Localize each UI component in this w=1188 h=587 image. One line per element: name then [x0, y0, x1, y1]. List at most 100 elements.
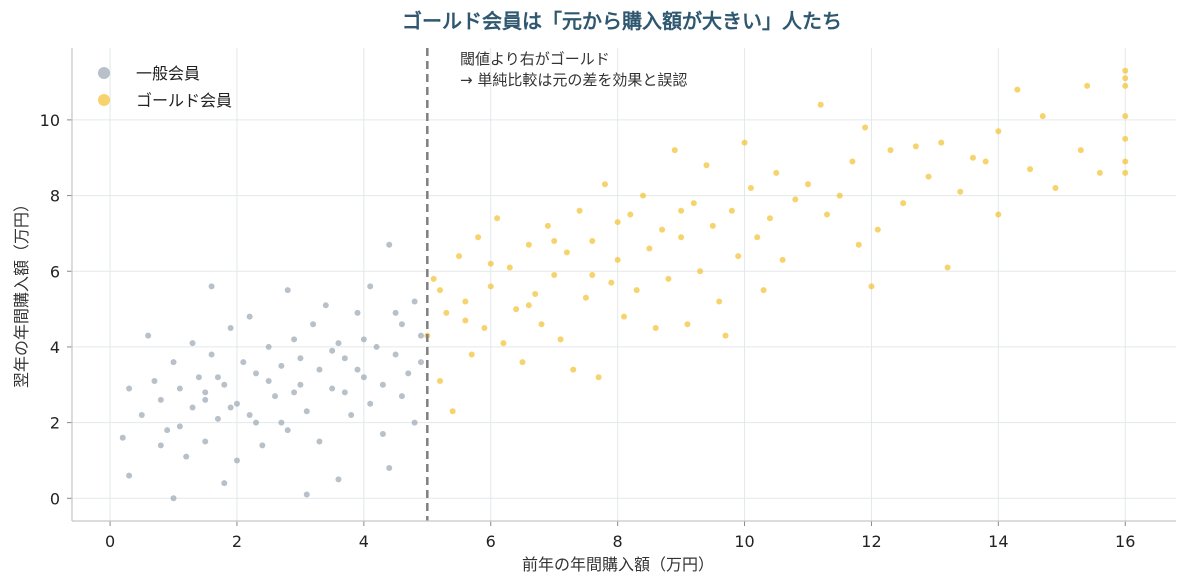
data-point-series-1	[1096, 169, 1103, 176]
data-point-series-1	[678, 234, 685, 241]
data-point-series-0	[335, 476, 342, 483]
data-point-series-1	[792, 196, 799, 203]
data-point-series-0	[297, 355, 304, 362]
data-point-series-0	[392, 309, 399, 316]
data-point-series-0	[164, 427, 171, 434]
data-point-series-0	[157, 396, 164, 403]
x-tick-label: 6	[486, 532, 496, 551]
data-point-series-1	[938, 139, 945, 146]
data-point-series-1	[709, 222, 716, 229]
data-point-series-0	[126, 472, 133, 479]
x-tick-label: 8	[613, 532, 623, 551]
data-point-series-0	[291, 389, 298, 396]
data-point-series-1	[1122, 158, 1129, 165]
data-point-series-0	[354, 366, 361, 373]
data-point-series-0	[386, 465, 393, 472]
data-point-series-0	[214, 415, 221, 422]
data-point-series-1	[608, 279, 615, 286]
data-point-series-1	[500, 340, 507, 347]
data-point-series-0	[398, 393, 405, 400]
data-point-series-0	[208, 283, 215, 290]
y-tick-label: 6	[50, 262, 60, 281]
data-point-series-1	[532, 290, 539, 297]
data-point-series-0	[392, 351, 399, 358]
annotation-line-1: 閾値より右がゴールド	[460, 50, 610, 68]
data-point-series-1	[640, 192, 647, 199]
data-point-series-1	[969, 154, 976, 161]
data-point-series-1	[601, 181, 608, 188]
data-point-series-1	[443, 309, 450, 316]
data-point-series-0	[322, 302, 329, 309]
data-point-series-1	[468, 351, 475, 358]
data-point-series-0	[354, 309, 361, 316]
data-point-series-1	[525, 302, 532, 309]
data-point-series-1	[589, 272, 596, 279]
data-point-series-1	[627, 211, 634, 218]
x-tick-label: 16	[1115, 532, 1135, 551]
y-axis-label: 翌年の年間購入額（万円）	[12, 196, 31, 388]
data-point-series-0	[386, 241, 393, 248]
data-point-series-1	[716, 298, 723, 305]
data-point-series-0	[303, 491, 310, 498]
data-point-series-0	[278, 419, 285, 426]
data-point-series-0	[348, 412, 355, 419]
data-point-series-1	[1052, 185, 1059, 192]
legend-marker-0	[98, 67, 110, 79]
y-tick-label: 0	[50, 489, 60, 508]
data-point-series-1	[805, 181, 811, 188]
data-point-series-1	[824, 211, 831, 218]
data-point-series-0	[341, 389, 348, 396]
data-point-series-1	[735, 253, 742, 260]
data-points	[119, 67, 1129, 502]
data-point-series-1	[836, 192, 843, 199]
data-point-series-1	[456, 253, 463, 260]
data-point-series-1	[1122, 67, 1129, 74]
data-point-series-0	[189, 340, 196, 347]
data-point-series-0	[233, 400, 240, 407]
x-tick-label: 12	[861, 532, 881, 551]
data-point-series-1	[462, 317, 469, 324]
data-point-series-1	[595, 374, 602, 381]
data-point-series-0	[329, 385, 336, 392]
y-tick-label: 2	[50, 414, 60, 433]
data-point-series-0	[170, 495, 177, 502]
data-point-series-1	[1122, 169, 1129, 176]
data-point-series-0	[233, 457, 240, 464]
data-point-series-1	[754, 234, 761, 241]
data-point-series-0	[119, 434, 126, 441]
data-point-series-1	[779, 256, 786, 263]
data-point-series-0	[259, 442, 266, 449]
data-point-series-0	[367, 400, 374, 407]
data-point-series-0	[360, 336, 367, 343]
data-point-series-1	[1122, 75, 1129, 82]
data-point-series-0	[246, 313, 253, 320]
data-point-series-0	[417, 359, 424, 366]
data-point-series-1	[728, 207, 735, 214]
data-point-series-1	[519, 359, 526, 366]
data-point-series-1	[817, 101, 824, 108]
data-point-series-0	[379, 381, 386, 388]
y-tick-label: 8	[50, 187, 60, 206]
data-point-series-1	[1122, 113, 1129, 120]
data-point-series-0	[138, 412, 145, 419]
data-point-series-1	[621, 313, 627, 320]
data-point-series-1	[862, 124, 869, 131]
data-point-series-1	[563, 249, 570, 256]
data-point-series-1	[487, 283, 494, 290]
data-point-series-1	[576, 207, 583, 214]
data-point-series-1	[614, 256, 621, 263]
legend-marker-1	[98, 94, 110, 106]
x-tick-label: 14	[988, 532, 1008, 551]
data-point-series-0	[284, 287, 291, 294]
data-point-series-1	[437, 377, 443, 384]
data-point-series-0	[329, 347, 336, 354]
data-point-series-1	[747, 185, 754, 192]
data-point-series-1	[487, 260, 494, 267]
data-point-series-1	[633, 287, 640, 294]
data-point-series-1	[868, 283, 875, 290]
data-point-series-1	[430, 275, 437, 282]
data-point-series-0	[379, 430, 386, 437]
data-point-series-1	[1122, 135, 1129, 142]
data-point-series-1	[703, 162, 710, 169]
legend-label-1: ゴールド会員	[136, 91, 232, 110]
